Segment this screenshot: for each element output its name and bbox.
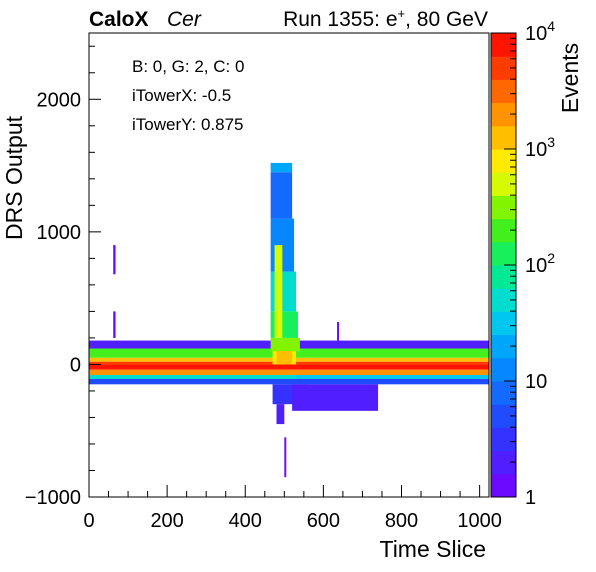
heatmap-cell xyxy=(276,404,285,425)
header-experiment: CaloX xyxy=(89,8,149,31)
color-scale-bin xyxy=(491,288,516,312)
y-tick-label: 1000 xyxy=(37,222,82,244)
color-scale-bin xyxy=(491,102,516,127)
color-scale-tick-label: 103 xyxy=(525,134,555,161)
color-scale-bin xyxy=(491,311,516,336)
x-tick-label: 800 xyxy=(385,510,418,532)
x-axis: 0 200 400 600 800 1000 xyxy=(83,485,502,532)
heatmap-cells xyxy=(89,162,489,478)
y-tick-label: 2000 xyxy=(37,89,82,111)
color-scale-bin xyxy=(491,33,516,57)
annotation-line2: iTowerX: -0.5 xyxy=(132,86,231,105)
color-scale-bin xyxy=(491,357,516,382)
x-tick-label: 600 xyxy=(307,510,340,532)
x-tick-label: 400 xyxy=(229,510,262,532)
heatmap-cell xyxy=(270,172,293,219)
color-scale-tick-label: 104 xyxy=(525,18,555,45)
x-tick-label: 0 xyxy=(83,510,94,532)
color-scale-bin xyxy=(491,241,516,266)
heatmap-cell xyxy=(89,369,489,376)
annotation-box xyxy=(121,50,361,140)
color-scale-axis: 1 10 102 103 104 xyxy=(504,18,555,509)
color-scale-bin xyxy=(491,450,516,475)
color-scale-tick-label: 10 xyxy=(525,371,547,393)
x-axis-title: Time Slice xyxy=(380,536,487,562)
color-scale-tick-label: 102 xyxy=(525,250,555,277)
color-scale-bin xyxy=(491,79,516,104)
heatmap-cell xyxy=(89,364,489,370)
heatmap-cell xyxy=(292,384,379,411)
heatmap-cell xyxy=(89,379,489,385)
heatmap-cell xyxy=(337,322,339,341)
color-scale-bin xyxy=(491,125,516,150)
x-tick-label: 200 xyxy=(150,510,183,532)
color-scale-title: Events xyxy=(557,43,583,113)
heatmap-cell xyxy=(274,245,283,338)
color-scale-bin xyxy=(491,149,516,173)
annotation-line1: B: 0, G: 2, C: 0 xyxy=(132,57,244,76)
y-axis-title: DRS Output xyxy=(1,115,27,240)
heatmap-cell xyxy=(296,375,489,380)
color-scale-tick-label: 1 xyxy=(525,487,536,509)
color-scale-bin xyxy=(491,195,516,220)
x-tick-label: 1000 xyxy=(457,510,502,532)
color-scale-bin xyxy=(491,265,516,289)
heatmap-cell xyxy=(89,375,297,380)
color-scale-bin xyxy=(491,172,516,196)
y-tick-label: −1000 xyxy=(25,487,81,509)
y-axis: −1000 0 1000 2000 xyxy=(25,45,101,509)
color-scale-bin xyxy=(491,218,516,243)
color-scale-bin xyxy=(491,404,516,428)
annotation-line3: iTowerY: 0.875 xyxy=(132,115,244,134)
color-scale-bin xyxy=(491,381,516,405)
color-scale-bin xyxy=(491,56,516,80)
y-tick-label: 0 xyxy=(70,354,81,376)
heatmap-cell xyxy=(113,245,116,275)
header-run: Run 1355: e+, 80 GeV xyxy=(283,6,488,31)
heatmap-cell xyxy=(270,162,293,173)
heatmap-cell xyxy=(276,351,293,365)
header-run-suffix: , 80 GeV xyxy=(405,8,488,31)
header-run-prefix: Run 1355: e xyxy=(283,8,397,31)
heatmap-cell xyxy=(270,271,297,312)
header-detector: Cer xyxy=(167,8,202,31)
color-scale-bin xyxy=(491,427,516,452)
heatmap-cell xyxy=(270,337,300,352)
heatmap-cell xyxy=(113,311,116,338)
plot-frame xyxy=(88,32,490,498)
color-scale-bin xyxy=(491,473,516,498)
header-run-sup: + xyxy=(398,6,406,21)
heatmap-cell xyxy=(284,437,287,478)
color-scale xyxy=(490,32,517,498)
color-scale-bin xyxy=(491,334,516,359)
